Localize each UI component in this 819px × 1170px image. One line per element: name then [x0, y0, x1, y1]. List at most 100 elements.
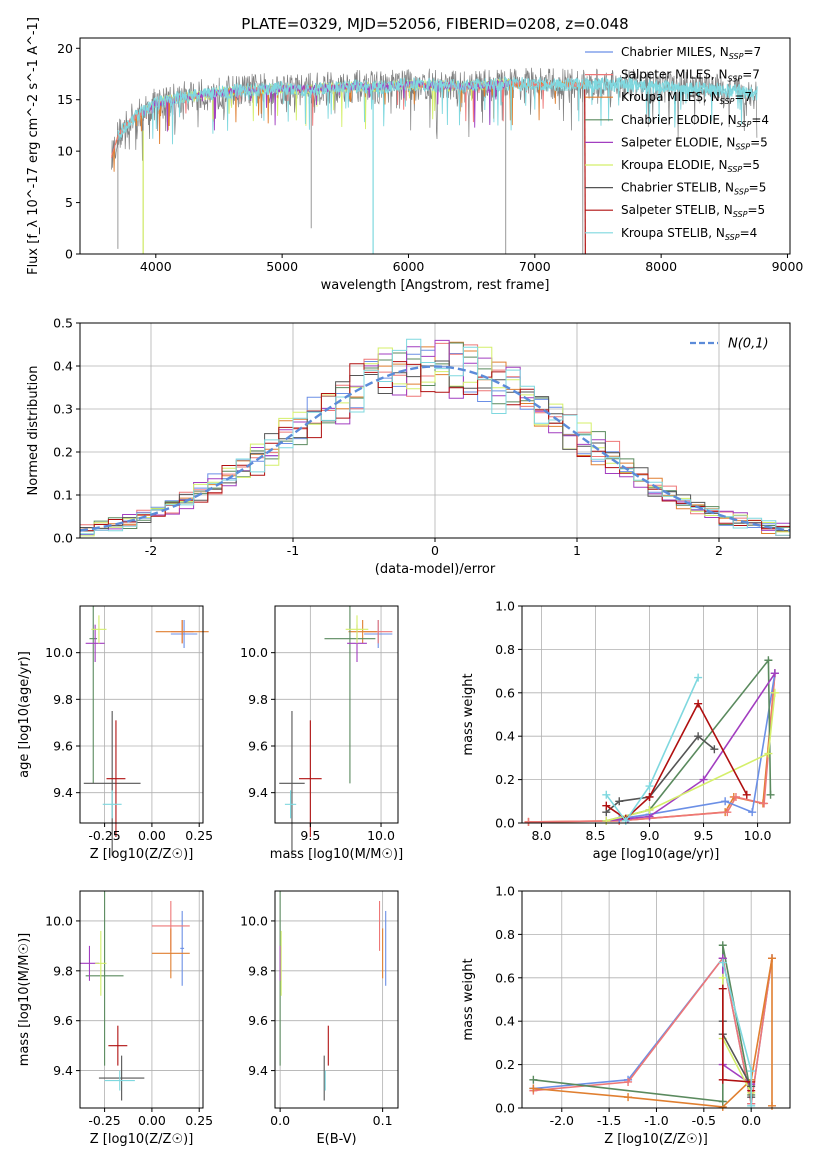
- legend-nssp-value: =5: [747, 203, 765, 217]
- legend-nssp-value: =7: [734, 90, 752, 104]
- x-axis-label: wavelength [Angstrom, rest frame]: [321, 278, 550, 293]
- mass-weight-marker: [624, 1077, 633, 1086]
- plot-hist: N(0,1) -2 -1 0 1 2 0.0 0.1 0.2 0.3 0.4 0.5 (data-mod…: [26, 316, 791, 577]
- axes-frame: [521, 605, 791, 824]
- legend-label: Kroupa STELIB, NSSP=4: [621, 226, 757, 242]
- y-tick-label: 15: [57, 92, 73, 107]
- mass-weight-marker: [694, 732, 703, 741]
- legend-model: Chabrier MILES: [621, 45, 712, 59]
- mass-weight-marker: [718, 958, 727, 967]
- plot-age_vs_Z: -0.25 0.00 0.25 9.4 9.6 9.8 10.0 Z [log10(Z/Z☉)…: [17, 605, 213, 862]
- mass-weight-marker: [645, 792, 654, 801]
- y-tick-label: 0.4: [495, 1014, 515, 1029]
- legend-nssp-value: =5: [749, 181, 767, 195]
- mass-weight-marker: [764, 749, 773, 758]
- axes-frame: [274, 605, 399, 824]
- mass-weight-marker: [718, 973, 727, 982]
- axes-frame: [274, 890, 399, 1109]
- mass-weight-line: [533, 958, 773, 1108]
- plot-mass_vs_ebv: 0.0 0.1 9.4 9.6 9.8 10.0 E(B-V): [240, 890, 399, 1147]
- y-tick-label: 9.6: [53, 739, 73, 754]
- y-tick-label: 9.6: [248, 1013, 268, 1028]
- mass-weight-marker: [768, 1101, 777, 1110]
- y-tick-label: 5: [65, 195, 73, 210]
- x-tick-label: 0.0: [741, 1113, 761, 1128]
- x-axis-label: age [log10(age/yr)]: [593, 847, 720, 862]
- y-tick-label: 9.8: [53, 692, 73, 707]
- x-axis-label: Z [log10(Z/Z☉)]: [90, 1132, 194, 1147]
- mass-weight-marker: [524, 817, 533, 826]
- legend-nssp-prefix: , N: [711, 158, 728, 172]
- mass-weight-marker: [768, 954, 777, 963]
- y-tick-label: 10.0: [240, 645, 268, 660]
- x-tick-label: -2.0: [550, 1113, 574, 1128]
- plot-age_vs_mass: 9.5 10.0 9.4 9.6 9.8 10.0 mass [log10(M/M☉)]: [240, 605, 403, 862]
- x-tick-label: 0.0: [270, 1113, 290, 1128]
- legend-nssp-value: =5: [750, 135, 768, 149]
- y-tick-label: 9.6: [53, 1013, 73, 1028]
- legend-nssp-sub: SSP: [729, 52, 744, 61]
- axes-frame: [79, 37, 791, 255]
- legend-nssp-value: =7: [743, 45, 761, 59]
- axes-frame: [521, 890, 791, 1109]
- y-axis-label: mass weight: [461, 673, 476, 755]
- legend-label: Chabrier STELIB, NSSP=5: [621, 181, 766, 197]
- legend-nssp-prefix: , N: [716, 203, 733, 217]
- mass-weight-marker: [602, 816, 611, 825]
- x-tick-label: 5000: [266, 259, 298, 274]
- legend-model: Salpeter STELIB: [621, 203, 716, 217]
- mass-weight-marker: [602, 801, 611, 810]
- normal-curve: [79, 365, 791, 532]
- y-tick-label: 0.3: [53, 402, 73, 417]
- y-axis-label: age [log10(age/yr)]: [17, 651, 32, 778]
- mass-weight-marker: [615, 797, 624, 806]
- mass-weight-marker: [699, 775, 708, 784]
- legend-model: Kroupa ELODIE: [621, 158, 711, 172]
- mass-weight-marker: [721, 797, 730, 806]
- x-tick-label: 0.00: [138, 1113, 166, 1128]
- legend-label: Salpeter STELIB, NSSP=5: [621, 203, 765, 219]
- legend-nssp-sub: SSP: [728, 165, 743, 174]
- x-tick-label: 0.00: [138, 828, 166, 843]
- legend-nssp-sub: SSP: [737, 120, 752, 129]
- legend-nssp-prefix: , N: [703, 90, 720, 104]
- y-tick-label: 0.2: [495, 1057, 515, 1072]
- y-tick-label: 10: [57, 144, 73, 159]
- mass-weight-marker: [723, 808, 732, 817]
- legend-label: Kroupa MILES, NSSP=7: [621, 90, 752, 106]
- legend-model: Salpeter ELODIE: [621, 135, 719, 149]
- mass-weight-marker: [748, 808, 757, 817]
- legend-label: Kroupa ELODIE, NSSP=5: [621, 158, 760, 174]
- y-tick-label: 0.8: [495, 927, 515, 942]
- x-tick-label: 0.25: [185, 828, 213, 843]
- mass-weight-marker: [694, 699, 703, 708]
- y-tick-label: 9.8: [248, 692, 268, 707]
- legend-nssp-sub: SSP: [735, 142, 750, 151]
- y-tick-label: 0.6: [495, 970, 515, 985]
- y-tick-label: 1.0: [495, 884, 515, 899]
- legend-label: Salpeter ELODIE, NSSP=5: [621, 135, 768, 151]
- mass-weight-marker: [645, 782, 654, 791]
- mass-weight-marker: [718, 1097, 727, 1106]
- mass-weight-line: [528, 673, 776, 823]
- x-tick-label: -0.25: [88, 1113, 120, 1128]
- legend-nssp-sub: SSP: [733, 210, 748, 219]
- y-tick-label: 9.4: [248, 1063, 268, 1078]
- x-tick-label: -1: [287, 543, 299, 558]
- y-axis-label: mass [log10(M/M☉)]: [17, 933, 32, 1066]
- mass-weight-marker: [529, 1084, 538, 1093]
- legend-label: N(0,1): [728, 337, 769, 352]
- y-axis-label: Normed distribution: [26, 366, 41, 496]
- mass-weight-line: [606, 692, 776, 822]
- y-tick-label: 1.0: [495, 599, 515, 614]
- mass-weight-line: [533, 956, 773, 1104]
- legend-model: Kroupa MILES: [621, 90, 703, 104]
- x-tick-label: -1.0: [644, 1113, 668, 1128]
- y-tick-label: 0.4: [53, 359, 73, 374]
- x-tick-label: -2: [145, 543, 157, 558]
- legend-label: Salpeter MILES, NSSP=7: [621, 68, 760, 84]
- mass-weight-marker: [624, 1093, 633, 1102]
- mass-weight-line: [528, 673, 776, 823]
- legend-model: Chabrier STELIB: [621, 181, 717, 195]
